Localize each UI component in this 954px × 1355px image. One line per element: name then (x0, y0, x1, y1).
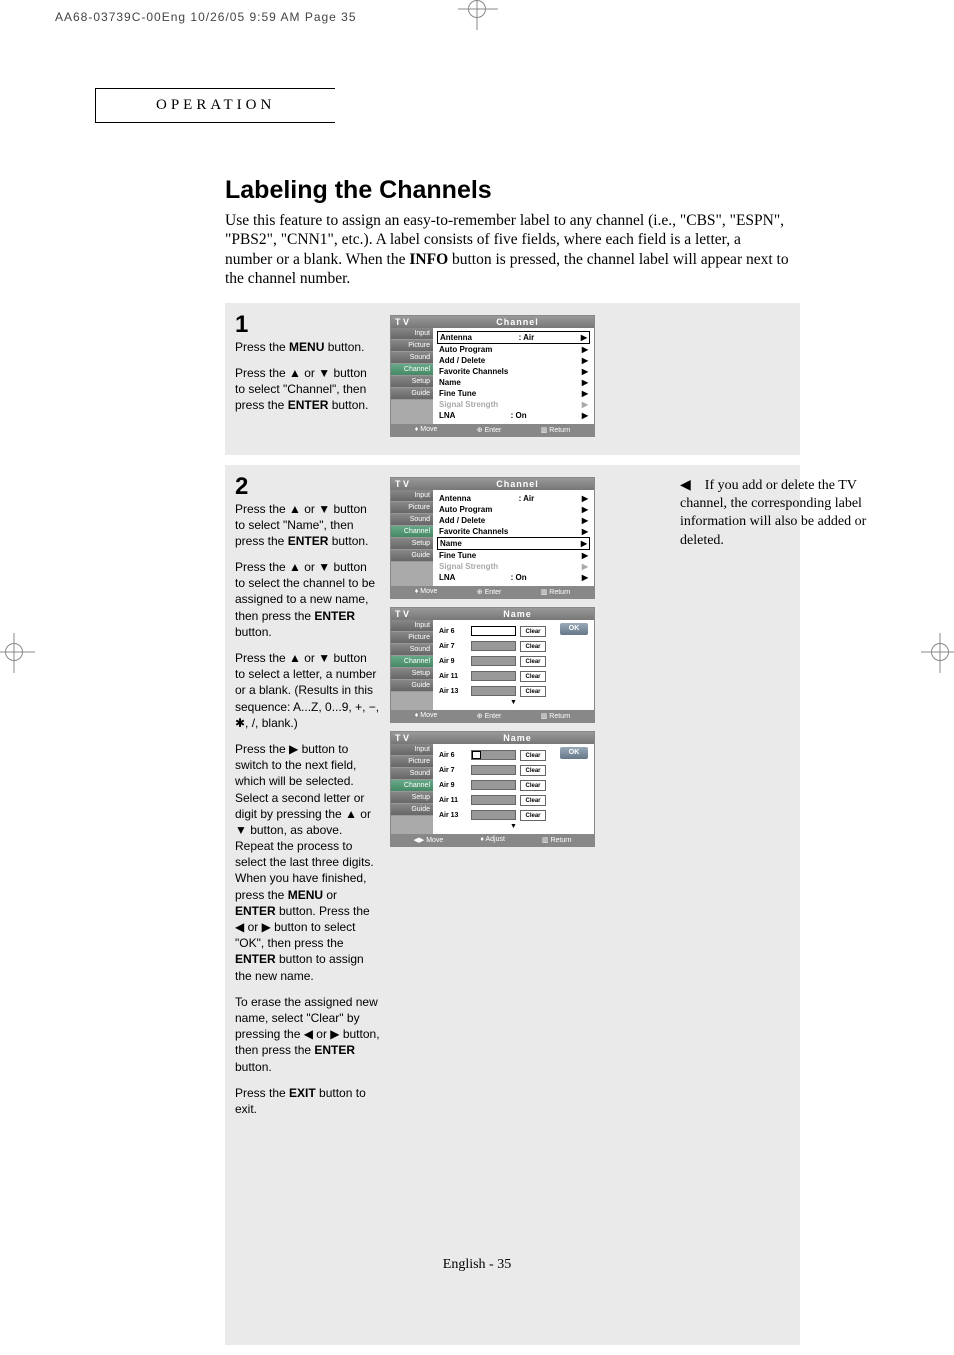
section-header: OPERATION (95, 88, 335, 123)
step-instructions: Press the ▲ or ▼ button to select "Name"… (235, 501, 380, 1118)
print-header: AA68-03739C-00Eng 10/26/05 9:59 AM Page … (55, 10, 357, 24)
page-title: Labeling the Channels (225, 176, 825, 205)
menu-screenshot-1: T VChannel Input Picture Sound Channel S… (390, 315, 595, 437)
crop-mark-left (5, 643, 23, 661)
intro-text: Use this feature to assign an easy-to-re… (225, 211, 790, 289)
name-screenshot-2: T VName Input Picture Sound Channel Setu… (390, 731, 595, 847)
step-1: 1 Press the MENU button. Press the ▲ or … (225, 303, 800, 455)
crop-mark-right (931, 643, 949, 661)
arrow-icon: ◀ (680, 477, 691, 495)
name-screenshot-1: T VName Input Picture Sound Channel Setu… (390, 607, 595, 723)
crop-mark-top (468, 0, 486, 18)
side-note: ◀If you add or delete the TV channel, th… (680, 477, 885, 550)
page-content: Labeling the Channels Use this feature t… (225, 176, 825, 1355)
step-instructions: Press the MENU button. Press the ▲ or ▼ … (235, 339, 380, 414)
menu-screenshot-2: T VChannel Input Picture Sound Channel S… (390, 477, 595, 599)
step-2: 2 Press the ▲ or ▼ button to select "Nam… (225, 465, 800, 1345)
step-number: 2 (235, 473, 380, 501)
page-footer: English - 35 (443, 1257, 511, 1273)
step-number: 1 (235, 311, 380, 339)
